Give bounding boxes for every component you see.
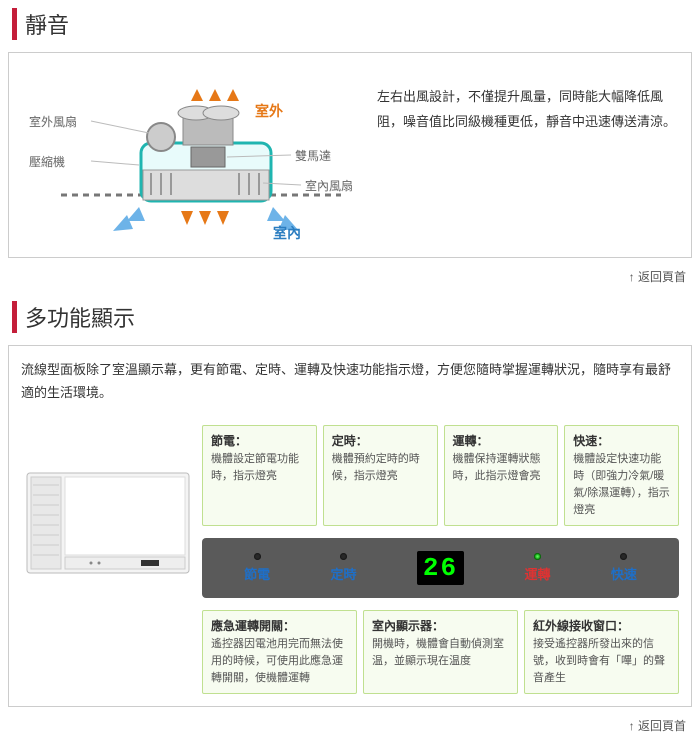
section-quiet-description: 左右出風設計，不僅提升風量，同時能大幅降低風阻，噪音值比同級機種更低，靜音中迅速… (377, 65, 679, 245)
section-quiet-title: 靜音 (12, 8, 700, 40)
callout: 運轉：機體保持運轉狀態時，此指示燈會亮 (444, 425, 559, 526)
back-to-top-link[interactable]: ↑ 返回頁首 (629, 719, 686, 733)
label-indoor: 室內 (273, 223, 301, 243)
label-indoor-fan: 室內風扇 (305, 177, 353, 194)
temperature-display: 26 (417, 551, 464, 585)
led-fast: 快速 (611, 553, 637, 583)
led-running: 運轉 (524, 553, 550, 583)
label-outdoor-fan: 室外風扇 (29, 113, 77, 130)
callout: 應急運轉開關：遙控器因電池用完而無法使用的時候，可使用此應急運轉開關，使機體運轉 (202, 610, 357, 694)
callout: 節電：機體設定節電功能時，指示燈亮 (202, 425, 317, 526)
quiet-diagram: 室外風扇 壓縮機 雙馬達 室內風扇 室外 室內 (21, 65, 361, 245)
section-display-box: 流線型面板除了室溫顯示幕，更有節電、定時、運轉及快速功能指示燈，方便您隨時掌握運… (8, 345, 692, 707)
led-power-save: 節電 (244, 553, 270, 583)
label-dual-motor: 雙馬達 (295, 147, 331, 164)
section-display-title: 多功能顯示 (12, 301, 700, 333)
callout: 快速：機體設定快速功能時（即強力冷氣/暖氣/除濕運轉），指示燈亮 (564, 425, 679, 526)
label-outdoor: 室外 (255, 101, 283, 121)
callout: 室內顯示器：開機時，機體會自動偵測室温，並顯示現在温度 (363, 610, 518, 694)
callout: 定時：機體預約定時的時候，指示燈亮 (323, 425, 438, 526)
section-display-intro: 流線型面板除了室溫顯示幕，更有節電、定時、運轉及快速功能指示燈，方便您隨時掌握運… (21, 358, 679, 405)
callout: 紅外線接收窗口：接受遙控器所發出來的信號，收到時會有「嗶」的聲音產生 (524, 610, 679, 694)
section-quiet-box: 室外風扇 壓縮機 雙馬達 室內風扇 室外 室內 左右出風設計，不僅提升風量，同時… (8, 52, 692, 258)
ac-unit-illustration (21, 465, 196, 585)
display-panel: 節電 定時 26 運轉 快速 (202, 538, 679, 598)
label-compressor: 壓縮機 (29, 153, 65, 170)
display-detail-area: 節電：機體設定節電功能時，指示燈亮定時：機體預約定時的時候，指示燈亮運轉：機體保… (202, 425, 679, 694)
back-to-top-link[interactable]: ↑ 返回頁首 (629, 270, 686, 284)
led-timer: 定時 (331, 553, 357, 583)
